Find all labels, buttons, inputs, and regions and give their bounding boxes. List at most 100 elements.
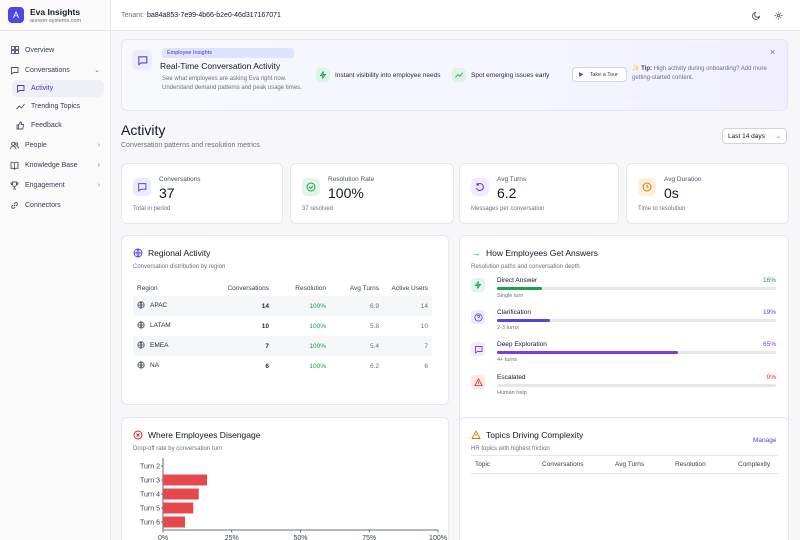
- banner-chip: Employee Insights: [162, 48, 294, 58]
- regional-table: Region Conversations Resolution Avg Turn…: [133, 281, 432, 376]
- column-header: Conversations: [542, 461, 584, 468]
- brand-logo: A: [8, 7, 24, 23]
- answer-path-clarification: Clarification 19% 2-3 turns: [471, 309, 776, 331]
- conversations-cell: 14: [193, 296, 269, 316]
- sidebar-item-feedback[interactable]: Feedback: [0, 116, 110, 135]
- stat-label: Conversations: [159, 176, 201, 183]
- close-icon[interactable]: ×: [770, 47, 776, 57]
- sidebar-item-knowledge-base[interactable]: Knowledge Base ›: [0, 155, 110, 175]
- users-cell: 7: [379, 336, 432, 356]
- answer-path-percent: 65%: [762, 341, 776, 348]
- globe-icon: [137, 301, 145, 309]
- users-cell: 10: [420, 322, 428, 330]
- manage-link[interactable]: Manage: [753, 437, 777, 444]
- brand-subtitle: aureon-systems.com: [30, 17, 82, 24]
- check-circle-icon: [302, 178, 320, 196]
- bar: [163, 488, 199, 500]
- banner-feature-text: Spot emerging issues early: [471, 71, 550, 79]
- globe-icon: [137, 341, 145, 349]
- lightning-icon: [316, 68, 330, 82]
- sidebar-item-overview[interactable]: Overview: [0, 40, 110, 60]
- answer-path-name: Clarification: [497, 309, 531, 316]
- region-name: NA: [150, 361, 160, 369]
- sidebar-item-label: Knowledge Base: [25, 161, 78, 169]
- stat-label: Resolution Rate: [328, 176, 375, 183]
- y-tick-label: Turn 5: [140, 505, 160, 512]
- table-row[interactable]: LATAM 10 100% 5.8 10: [133, 316, 432, 336]
- sidebar-item-people[interactable]: People ›: [0, 135, 110, 155]
- bar: [163, 474, 207, 486]
- resolution-cell: 100%: [309, 362, 326, 370]
- play-icon: ▶: [579, 72, 584, 78]
- sidebar-item-connectors[interactable]: Connectors: [0, 195, 110, 215]
- stat-card-resolution-rate: Resolution Rate 100% 37 resolved: [290, 163, 454, 224]
- gear-icon[interactable]: [772, 9, 784, 21]
- tenant-label: Tenant:: [121, 11, 144, 19]
- globe-icon: [133, 248, 143, 258]
- column-header: Avg Turns: [615, 461, 645, 468]
- disengage-card: Where Employees Disengage Drop-off rate …: [121, 417, 449, 540]
- date-range-value: Last 14 days: [728, 132, 765, 140]
- progress-fill: [497, 351, 679, 354]
- column-header: Complexity: [738, 461, 771, 468]
- progress-track: [497, 319, 776, 322]
- table-row[interactable]: NA 6 100% 6.2 6: [133, 356, 432, 376]
- brand[interactable]: A Eva Insights aureon-systems.com: [0, 0, 110, 31]
- card-subtitle: Drop-off rate by conversation turn: [133, 446, 223, 452]
- conversations-cell: 6: [265, 362, 269, 370]
- bar: [163, 502, 194, 514]
- sidebar-item-activity[interactable]: Activity: [12, 80, 104, 97]
- table-row[interactable]: APAC 14 100% 6.9 14: [133, 296, 432, 316]
- card-title: Where Employees Disengage: [133, 430, 260, 440]
- resolution-cell: 100%: [269, 296, 326, 316]
- stat-value: 100%: [328, 185, 364, 201]
- page-title: Activity: [121, 122, 166, 138]
- users-cell: 6: [424, 362, 428, 370]
- x-tick-label: 100%: [429, 535, 447, 540]
- thumbs-up-icon: [16, 121, 25, 130]
- answers-card: → How Employees Get Answers Resolution p…: [459, 235, 789, 431]
- chat-icon: [16, 84, 25, 93]
- arrow-right-icon: →: [471, 248, 481, 258]
- sidebar-item-label: Connectors: [25, 201, 61, 209]
- x-tick-label: 25%: [225, 535, 239, 540]
- sidebar-item-label: Activity: [31, 85, 54, 92]
- turns-cell: 6.9: [326, 296, 379, 316]
- sidebar-nav: Overview Conversations ⌄ Activity Trendi…: [0, 31, 110, 215]
- sidebar-item-label: Overview: [25, 46, 55, 54]
- card-subtitle: HR topics with highest friction: [471, 446, 550, 452]
- y-tick-label: Turn 6: [140, 519, 160, 526]
- sparkle-icon: ✨: [632, 66, 640, 72]
- users-cell: 14: [379, 296, 432, 316]
- y-tick-label: Turn 4: [140, 491, 160, 498]
- card-title-text: Topics Driving Complexity: [486, 430, 584, 440]
- sidebar-item-conversations[interactable]: Conversations ⌄: [0, 60, 110, 80]
- chat-icon: [471, 342, 485, 356]
- column-header: Topic: [475, 461, 491, 468]
- answer-path-percent: 0%: [766, 374, 776, 381]
- take-tour-button[interactable]: ▶ Take a Tour: [572, 67, 627, 82]
- card-title: → How Employees Get Answers: [471, 248, 598, 258]
- sidebar-item-trending-topics[interactable]: Trending Topics: [0, 97, 110, 116]
- chevron-down-icon: ⌄: [775, 133, 781, 140]
- sidebar-item-label: People: [25, 141, 47, 149]
- column-header: Resolution: [295, 285, 326, 292]
- sidebar: A Eva Insights aureon-systems.com Overvi…: [0, 0, 111, 540]
- sidebar-item-engagement[interactable]: Engagement ›: [0, 175, 110, 195]
- stat-value: 37: [159, 185, 175, 201]
- globe-icon: [137, 361, 145, 369]
- date-range-select[interactable]: Last 14 days ⌄: [722, 128, 787, 144]
- grid-icon: [10, 46, 19, 55]
- y-tick-label: Turn 3: [140, 477, 160, 484]
- card-title: Topics Driving Complexity: [471, 430, 583, 440]
- banner-feature: Spot emerging issues early: [452, 68, 549, 82]
- moon-icon[interactable]: [750, 9, 762, 21]
- x-tick-label: 0%: [158, 535, 168, 540]
- dropoff-chart: Turn 2 Turn 3 Turn 4 Turn 5 Turn 6 0% 25% 50% 75…: [140, 458, 447, 540]
- table-row[interactable]: EMEA 7 100% 5.4 7: [133, 336, 432, 356]
- answer-path-name: Direct Answer: [497, 277, 538, 284]
- y-tick-label: Turn 2: [140, 463, 160, 470]
- progress-fill: [497, 287, 542, 290]
- link-icon: [10, 201, 19, 210]
- x-tick-label: 75%: [362, 535, 376, 540]
